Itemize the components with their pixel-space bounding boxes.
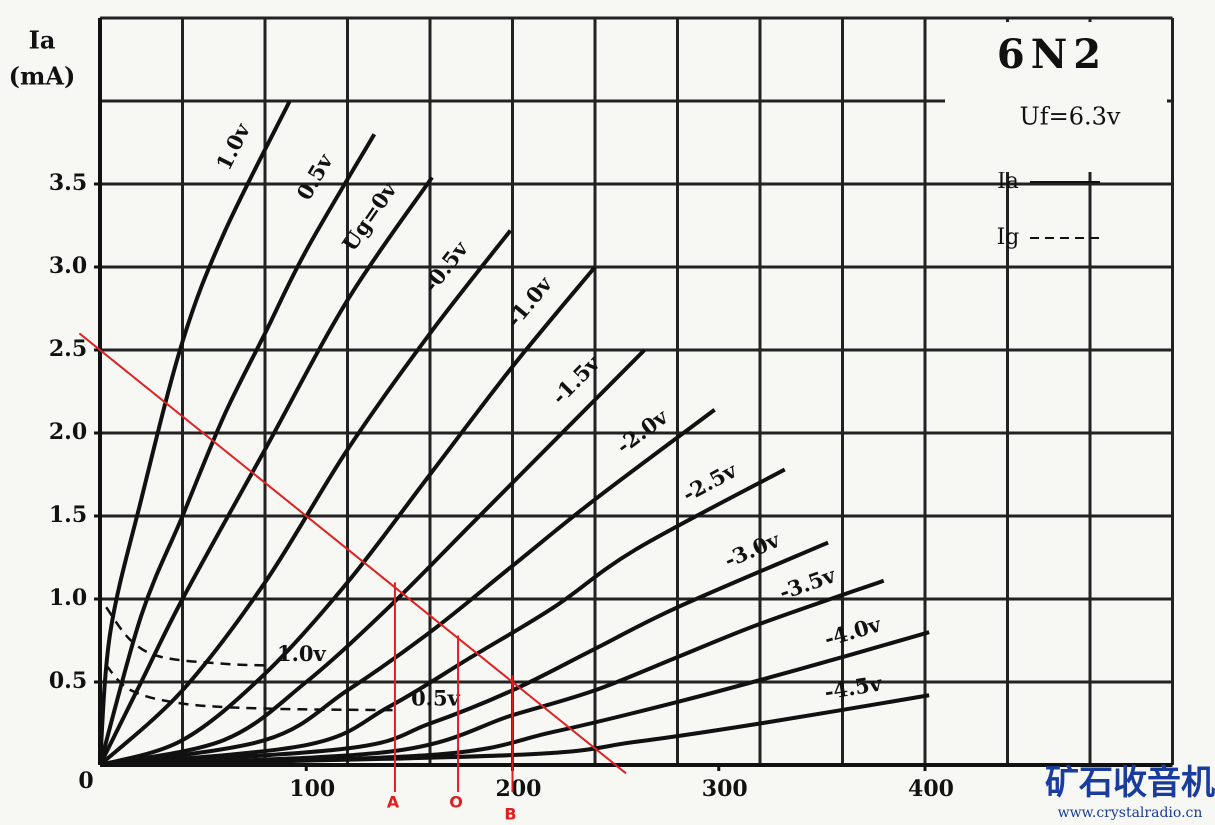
legend-panel (945, 22, 1167, 172)
y-tick-label: 3.0 (49, 253, 87, 279)
curve (99, 467, 786, 767)
legend-label: Ig (997, 225, 1020, 250)
curve-label: 1.0v (277, 641, 327, 666)
operating-point-label: O (449, 793, 463, 812)
x-tick-label: 100 (289, 776, 335, 802)
curve (99, 348, 646, 767)
chart-subtitle: Uf=6.3v (1020, 103, 1121, 131)
grid: 0.5 1.0 1.5 2.0 2.5 3.0 3.5 100 200 300 400 Ia Ig (49, 16, 1174, 802)
x-tick-label: 400 (908, 776, 954, 802)
curve (98, 229, 513, 767)
y-axis-unit: (mA) (9, 62, 76, 91)
origin-label: 0 (78, 768, 93, 794)
curve (105, 664, 400, 712)
y-tick-label: 2.0 (49, 419, 87, 445)
chart-title: 6N2 (997, 31, 1107, 78)
operating-point-label: B (504, 805, 516, 824)
y-tick-label: 2.5 (49, 336, 87, 362)
curve (98, 100, 292, 766)
curve (99, 408, 716, 767)
curve (98, 133, 377, 766)
y-axis-label: Ia (29, 26, 56, 55)
x-tick-label: 200 (496, 776, 542, 802)
curve (99, 578, 885, 767)
operating-point-label: A (387, 793, 400, 812)
curve (99, 693, 930, 767)
curve (99, 540, 829, 767)
y-tick-label: 1.5 (49, 502, 87, 528)
watermark-url: www.crystalradio.cn (1058, 805, 1203, 821)
y-tick-label: 1.0 (49, 585, 87, 611)
y-tick-label: 3.5 (49, 170, 87, 196)
x-tick-label: 300 (702, 776, 748, 802)
plot: 1.0v0.5vUg=0v-0.5v-1.0v-1.5v-2.0v-2.5v-3… (78, 100, 930, 824)
y-tick-label: 0.5 (49, 668, 87, 694)
curve-label: 0.5v (411, 686, 461, 711)
load-line (78, 332, 627, 775)
curve (99, 265, 597, 767)
watermark: 矿石收音机 (1045, 763, 1215, 803)
curve (98, 176, 434, 766)
legend-label: Ia (997, 169, 1019, 194)
curve (105, 606, 266, 667)
